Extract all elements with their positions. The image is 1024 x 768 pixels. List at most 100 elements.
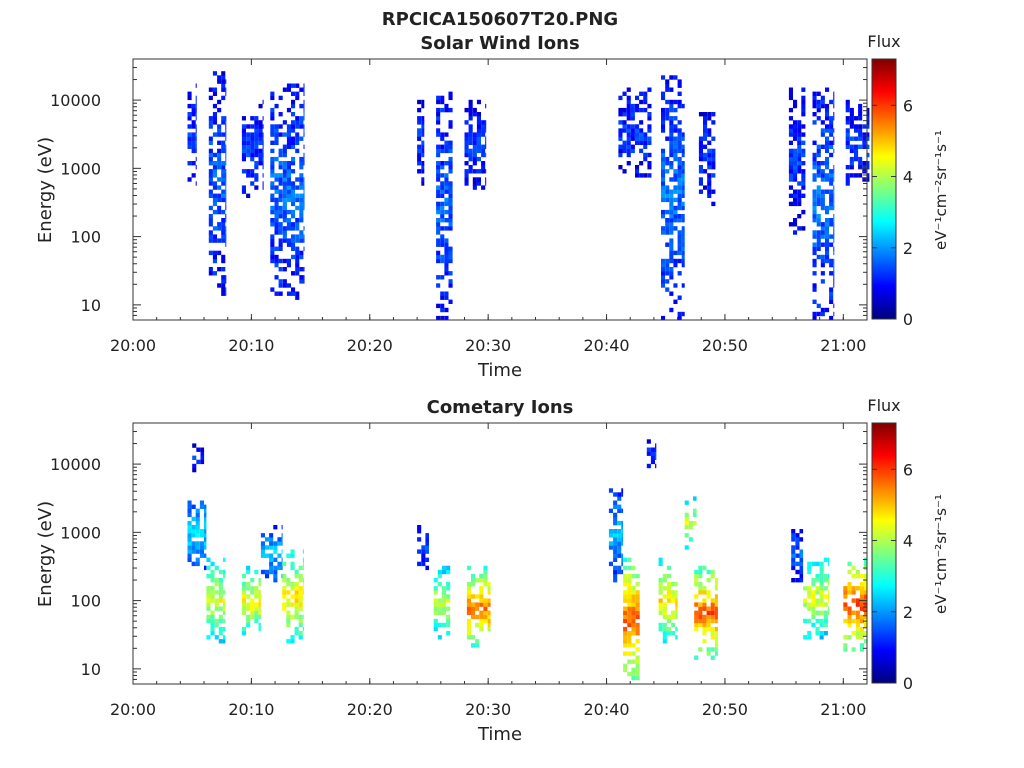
heatmap-cell xyxy=(217,250,222,256)
heatmap-cell xyxy=(815,578,820,583)
heatmap-cell xyxy=(274,214,279,219)
heatmap-cell xyxy=(819,569,824,575)
heatmap-cell xyxy=(677,185,682,190)
heatmap-cell xyxy=(221,83,226,88)
heatmap-cell xyxy=(677,230,682,235)
heatmap-cell xyxy=(658,598,663,603)
heatmap-cell xyxy=(859,586,864,591)
heatmap-cell xyxy=(466,610,471,615)
heatmap-cell xyxy=(671,598,676,603)
heatmap-cell xyxy=(793,177,798,182)
heatmap-cell xyxy=(208,148,213,154)
heatmap-cell xyxy=(425,533,429,538)
heatmap-cell xyxy=(286,193,291,198)
heatmap-cell xyxy=(854,156,859,162)
heatmap-cell xyxy=(274,209,279,215)
heatmap-cell xyxy=(647,165,652,170)
heatmap-cell xyxy=(302,582,304,587)
heatmap-cell xyxy=(204,512,207,518)
heatmap-cell xyxy=(191,504,196,509)
heatmap-cell xyxy=(472,161,477,166)
heatmap-cell xyxy=(698,189,703,194)
heatmap-cell xyxy=(675,610,678,615)
heatmap-cell xyxy=(246,132,251,137)
heatmap-cell xyxy=(829,258,834,264)
heatmap-cell xyxy=(681,311,685,317)
heatmap-cell xyxy=(440,226,445,231)
heatmap-cell xyxy=(681,254,685,260)
heatmap-cell xyxy=(791,561,796,567)
heatmap-cell xyxy=(677,161,682,166)
heatmap-cell xyxy=(622,144,627,149)
heatmap-cell xyxy=(671,631,676,636)
heatmap-cell xyxy=(643,91,648,96)
heatmap-cell xyxy=(444,189,449,194)
heatmap-cell xyxy=(286,622,291,628)
heatmap-cell xyxy=(665,197,670,203)
heatmap-cell xyxy=(246,569,251,575)
heatmap-cell xyxy=(847,561,852,567)
heatmap-cell xyxy=(291,226,296,231)
heatmap-cell xyxy=(825,250,830,256)
heatmap-cell xyxy=(436,193,441,198)
heatmap-cell xyxy=(303,124,305,129)
heatmap-cell xyxy=(698,622,703,628)
heatmap-cell xyxy=(710,635,715,640)
heatmap-cell xyxy=(849,116,854,121)
heatmap-cell xyxy=(866,132,870,137)
heatmap-cell xyxy=(635,626,640,632)
heatmap-cell xyxy=(639,128,644,133)
heatmap-cell xyxy=(669,254,674,260)
heatmap-cell xyxy=(635,667,640,673)
heatmap-cell xyxy=(847,622,852,628)
heatmap-cell xyxy=(702,598,707,603)
heatmap-cell xyxy=(291,246,296,251)
heatmap-cell xyxy=(677,173,682,178)
heatmap-cell xyxy=(485,120,487,125)
heatmap-cell xyxy=(212,132,217,137)
heatmap-cell xyxy=(661,75,666,80)
heatmap-cell xyxy=(221,189,226,194)
heatmap-cell xyxy=(669,161,674,166)
heatmap-cell xyxy=(468,140,473,145)
heatmap-cell xyxy=(241,594,246,599)
heatmap-cell xyxy=(448,156,453,162)
heatmap-cell xyxy=(631,651,636,656)
heatmap-cell xyxy=(845,120,850,125)
heatmap-cell xyxy=(466,626,471,632)
heatmap-cell xyxy=(626,140,631,145)
heatmap-cell xyxy=(799,529,804,534)
heatmap-cell xyxy=(669,209,674,215)
heatmap-cell xyxy=(421,169,425,174)
heatmap-cell xyxy=(833,205,835,211)
heatmap-cell xyxy=(825,230,830,235)
heatmap-cell xyxy=(788,165,793,170)
heatmap-cell xyxy=(250,606,255,611)
heatmap-cell xyxy=(673,128,678,133)
heatmap-cell xyxy=(658,561,663,567)
heatmap-cell xyxy=(639,148,644,154)
heatmap-cell xyxy=(677,181,682,186)
colorbar-tick-label: 2 xyxy=(903,239,913,258)
heatmap-cell xyxy=(241,189,246,194)
heatmap-cell xyxy=(829,234,834,239)
heatmap-cell xyxy=(793,148,798,154)
heatmap-cell xyxy=(677,234,682,239)
heatmap-cell xyxy=(303,156,305,162)
heatmap-cell xyxy=(479,614,484,620)
heatmap-cell xyxy=(206,565,211,571)
heatmap-cell xyxy=(476,116,481,121)
heatmap-cell xyxy=(608,545,613,550)
heatmap-cell xyxy=(665,193,670,198)
heatmap-cell xyxy=(303,279,305,284)
heatmap-cell xyxy=(448,222,453,227)
heatmap-cell xyxy=(799,553,804,558)
heatmap-cell xyxy=(799,578,804,583)
heatmap-cell xyxy=(448,169,453,174)
heatmap-cell xyxy=(282,197,287,203)
heatmap-cell xyxy=(812,103,817,109)
heatmap-cell xyxy=(677,91,682,96)
heatmap-cell xyxy=(681,181,685,186)
heatmap-cell xyxy=(221,238,226,243)
heatmap-cell xyxy=(618,120,623,125)
